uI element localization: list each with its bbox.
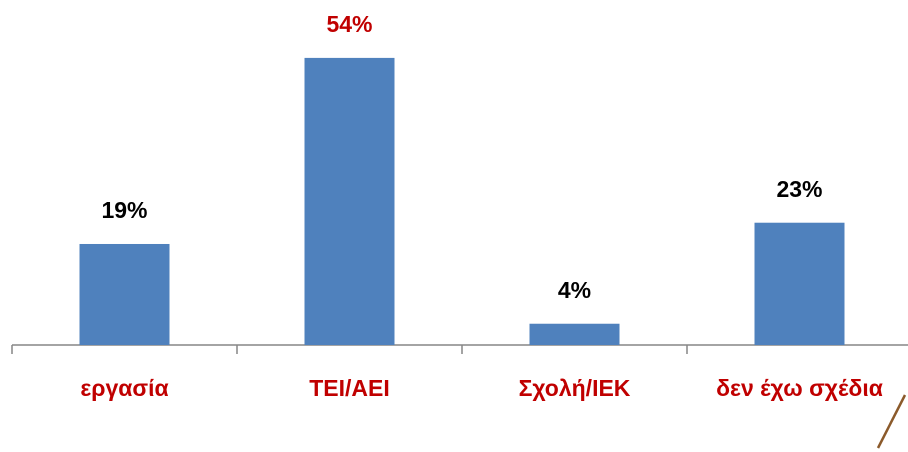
bar [304,57,395,346]
bar [79,243,170,345]
x-tick-label: ΤΕΙ/ΑΕΙ [309,375,390,401]
bar [529,323,620,345]
x-tick-label: εργασία [80,375,169,401]
value-label: 54% [326,11,372,37]
value-label: 23% [776,176,822,202]
decoration-line [876,394,907,449]
x-tick-label: δεν έχω σχέδια [716,375,883,401]
bar [754,222,845,345]
value-label: 4% [558,277,591,303]
x-tick-label: Σχολή/ΙΕΚ [518,375,631,401]
value-label: 19% [101,197,147,223]
